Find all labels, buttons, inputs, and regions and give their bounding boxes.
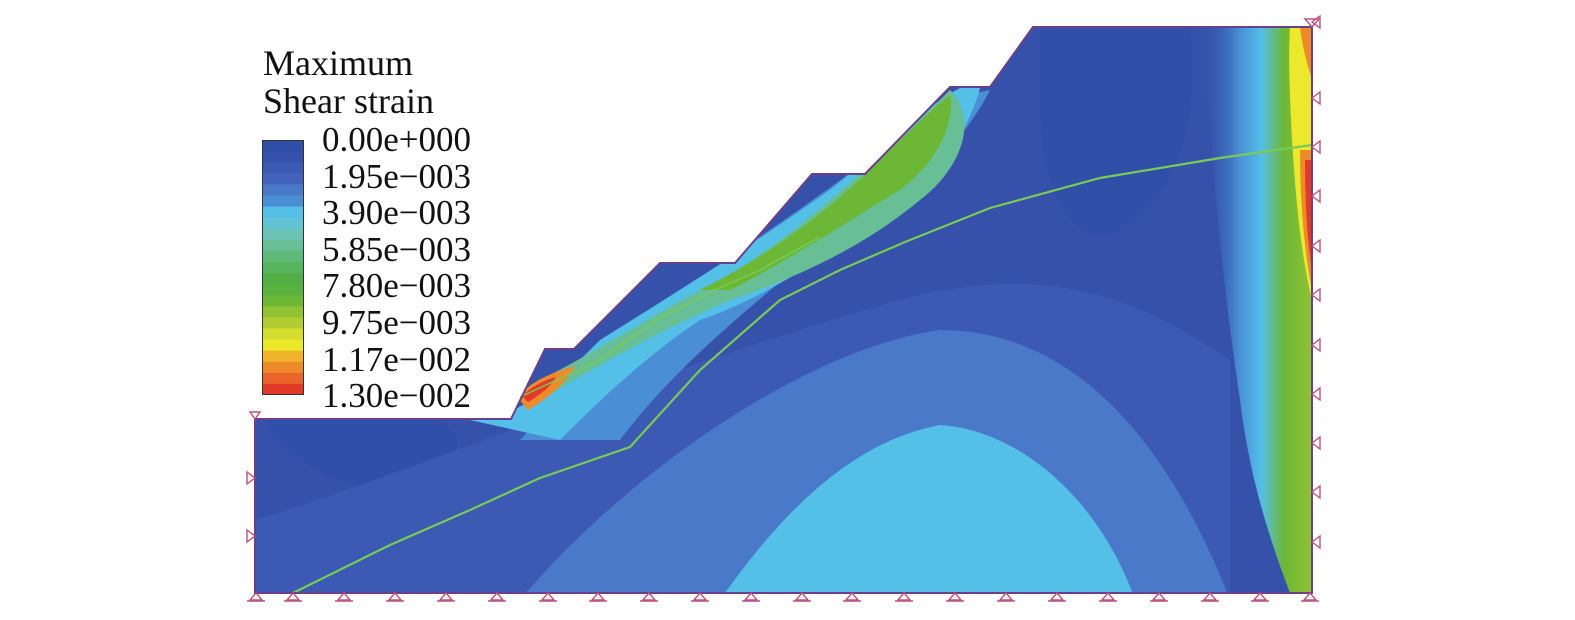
support-triangle-icon: [246, 528, 257, 544]
legend-label: 9.75e−003: [322, 303, 472, 342]
legend-swatch: [262, 328, 304, 341]
legend-color-bar: [262, 140, 304, 395]
support-triangle-icon: [488, 591, 506, 602]
legend-swatch: [262, 195, 304, 208]
legend-title-line-1: Maximum: [263, 43, 413, 83]
support-triangle-icon: [946, 591, 964, 602]
support-triangle-icon: [843, 591, 861, 602]
legend-label: 1.30e−002: [322, 376, 472, 416]
support-triangle-icon: [1048, 591, 1066, 602]
slip-surface-line: [292, 143, 1313, 594]
legend-label: 0.00e+000: [322, 120, 472, 159]
support-triangle-icon: [539, 591, 557, 602]
support-triangle-icon: [1310, 238, 1321, 254]
legend-label: 3.90e−003: [322, 193, 472, 233]
support-triangle-icon: [386, 591, 404, 602]
legend-swatch: [262, 372, 304, 385]
contour-toe-hotspot-core: [522, 377, 556, 402]
support-triangle-icon: [284, 591, 302, 602]
legend-swatch: [262, 284, 304, 296]
legend-swatch: [262, 295, 304, 307]
legend-swatch: [262, 217, 304, 230]
support-triangle-icon: [1251, 591, 1269, 602]
support-triangle-icon: [1099, 591, 1117, 602]
legend-swatch: [262, 383, 304, 395]
legend-swatch: [262, 206, 304, 219]
support-triangle-icon: [895, 591, 913, 602]
support-triangle-icon: [1201, 591, 1219, 602]
legend-label: 1.17e−002: [322, 339, 472, 379]
legend-label: 7.80e−003: [322, 266, 472, 306]
support-triangle-icon: [997, 591, 1015, 602]
legend-swatch: [262, 184, 304, 197]
legend-swatch: [262, 250, 304, 263]
support-triangle-icon: [1150, 591, 1168, 602]
support-triangle-icon: [1310, 534, 1321, 550]
legend-bar-outline: [262, 140, 304, 395]
legend-swatch: [262, 317, 304, 330]
legend-swatch: [262, 239, 304, 252]
legend-swatch: [262, 162, 304, 174]
contour-right-band: [1200, 27, 1312, 593]
support-triangle-icon: [248, 411, 262, 421]
legend-swatch: [262, 339, 304, 352]
support-triangle-icon: [246, 470, 257, 486]
support-triangle-icon: [247, 591, 265, 602]
support-triangle-icon: [1310, 90, 1321, 106]
legend-swatch: [262, 173, 304, 185]
legend-swatch: [262, 306, 304, 318]
support-triangle-icon: [793, 591, 811, 602]
support-triangle-icon: [437, 591, 455, 602]
legend-label: 1.95e−003: [322, 156, 472, 196]
model-boundary: [254, 26, 1313, 594]
support-triangle-icon: [1310, 337, 1321, 353]
support-triangle-icon: [1310, 287, 1321, 303]
support-symbols: [246, 14, 1321, 602]
legend-swatch: [262, 350, 304, 363]
support-triangle-icon: [640, 591, 658, 602]
support-triangle-icon: [589, 591, 607, 602]
support-triangle-icon: [1301, 591, 1319, 602]
support-triangle-icon: [1310, 484, 1321, 500]
support-triangle-icon: [1310, 139, 1321, 155]
contour-right-edge-peak: [1305, 160, 1312, 270]
legend-label: 5.85e−003: [322, 229, 472, 269]
legend-swatch: [262, 228, 304, 241]
legend-title-line-2: Shear strain: [263, 81, 434, 121]
contour-slope-band-green: [540, 90, 965, 400]
legend-swatch: [262, 261, 304, 274]
legend-swatch: [262, 273, 304, 285]
legend-swatch: [262, 151, 304, 163]
legend-swatch: [262, 361, 304, 374]
support-triangle-icon: [742, 591, 760, 602]
contour-band-3: [720, 425, 1135, 593]
upper-shear-line: [519, 236, 821, 398]
support-triangle-icon: [1310, 386, 1321, 402]
support-triangle-icon: [335, 591, 353, 602]
support-triangle-icon: [1310, 435, 1321, 451]
support-triangle-icon: [691, 591, 709, 602]
legend-swatch: [262, 140, 304, 152]
support-triangle-icon: [1303, 18, 1321, 29]
support-triangle-icon: [1310, 188, 1321, 204]
